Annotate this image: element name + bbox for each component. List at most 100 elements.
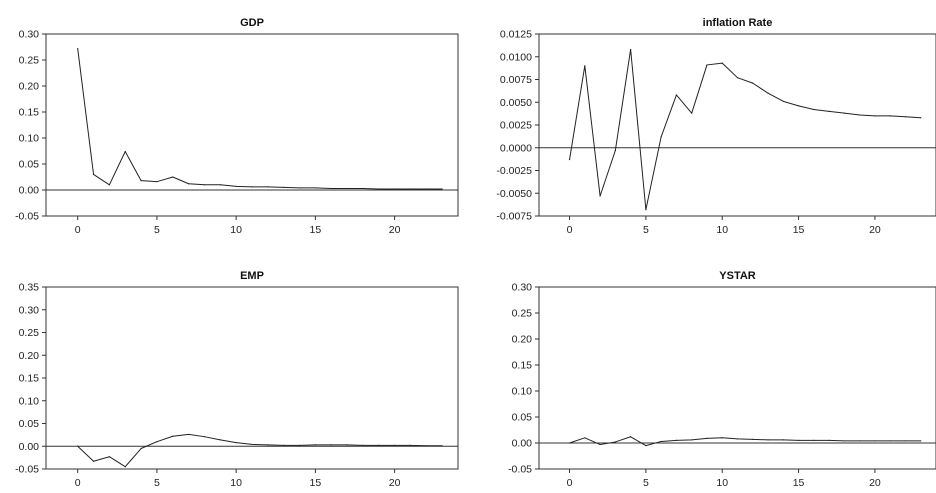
data-point <box>203 184 206 186</box>
data-point <box>645 445 647 447</box>
data-point <box>752 438 754 440</box>
data-point <box>283 444 285 446</box>
y-tick-label: 0.0025 <box>500 120 532 132</box>
data-point <box>691 439 693 441</box>
data-point <box>675 439 678 441</box>
data-point <box>782 100 784 102</box>
data-point <box>568 442 571 444</box>
x-tick-label: 20 <box>869 477 881 489</box>
y-tick-label: 0.0125 <box>500 29 532 41</box>
data-point <box>752 82 754 84</box>
data-point <box>314 444 316 446</box>
y-tick-label: 0.35 <box>19 282 40 294</box>
data-point <box>425 188 427 190</box>
data-point <box>235 185 237 187</box>
x-tick-label: 15 <box>310 477 322 489</box>
data-point <box>904 440 907 442</box>
x-tick-label: 10 <box>716 224 728 236</box>
chart-panel-4: YSTAR 0.30 0.25 0.20 0.15 0.10 0.05 0.00 -0.05 0 5… <box>508 270 936 489</box>
data-point <box>77 445 79 447</box>
y-tick-label: 0.05 <box>19 159 40 171</box>
data-point <box>172 435 174 437</box>
x-tick-label: 15 <box>793 224 805 236</box>
y-tick-label: 0.20 <box>19 350 40 362</box>
plot-frame <box>538 33 936 217</box>
y-tick-label: 0.25 <box>19 327 40 339</box>
data-point <box>251 443 253 446</box>
data-point <box>645 209 647 211</box>
data-point <box>828 110 830 112</box>
y-tick-label: 0.20 <box>512 334 533 346</box>
data-point <box>330 444 332 446</box>
data-point <box>736 77 739 79</box>
data-point <box>409 188 412 190</box>
y-tick-label: 0.30 <box>512 282 533 294</box>
y-tick-label: -0.05 <box>15 211 39 223</box>
data-point <box>843 112 845 114</box>
data-point <box>362 187 364 190</box>
y-tick-label: 0.25 <box>19 55 40 67</box>
data-point <box>140 180 142 182</box>
x-tick-label: 20 <box>389 477 401 489</box>
data-point <box>330 187 332 190</box>
data-point <box>251 186 253 188</box>
data-point <box>394 444 396 446</box>
data-point <box>188 433 190 436</box>
y-tick-label: 0.05 <box>512 412 533 424</box>
y-tick-label: 0.15 <box>512 360 533 372</box>
data-point <box>767 92 769 94</box>
y-tick-label: 0.10 <box>512 386 533 398</box>
data-point <box>874 440 876 442</box>
data-point <box>568 158 571 161</box>
chart-panel-3: EMP 0.35 0.30 0.25 0.20 0.15 0.10 0.05 0.00 -0.05… <box>15 270 459 489</box>
x-tick-label: 15 <box>793 477 805 489</box>
data-point <box>904 116 907 118</box>
data-point <box>721 437 723 439</box>
data-point <box>614 441 616 443</box>
x-tick-label: 0 <box>567 224 573 236</box>
data-point <box>889 440 891 442</box>
data-point <box>188 183 190 185</box>
y-tick-label: 0.20 <box>19 81 40 93</box>
x-tick-label: 0 <box>75 477 81 489</box>
data-point <box>706 437 708 439</box>
data-point <box>614 149 616 152</box>
y-tick-label: 0.10 <box>19 395 40 407</box>
x-tick-label: 15 <box>310 224 322 236</box>
y-tick-label: 0.25 <box>512 308 533 320</box>
chart-title: GDP <box>240 17 264 29</box>
y-tick-label: 0.0075 <box>500 74 532 86</box>
y-tick-label: 0.0050 <box>500 97 532 109</box>
x-tick-label: 5 <box>643 477 649 489</box>
data-point <box>797 105 800 107</box>
x-tick-label: 0 <box>567 477 573 489</box>
data-point <box>140 447 142 450</box>
data-point <box>124 150 126 153</box>
data-point <box>813 108 815 111</box>
data-point <box>267 444 269 446</box>
data-point <box>235 442 237 444</box>
chart-title: inflation Rate <box>703 17 773 29</box>
data-point <box>362 444 364 446</box>
data-point <box>378 188 380 190</box>
y-tick-label: 0.30 <box>19 29 40 41</box>
data-point <box>584 65 586 67</box>
x-tick-label: 0 <box>75 224 81 236</box>
data-point <box>92 173 95 175</box>
series-line-1 <box>77 48 443 190</box>
data-point <box>813 439 815 441</box>
data-point <box>630 48 632 51</box>
data-point <box>108 456 110 458</box>
data-point <box>298 444 301 446</box>
data-point <box>314 187 316 189</box>
data-point <box>630 436 632 438</box>
x-tick-label: 20 <box>389 224 401 236</box>
data-point <box>874 115 876 117</box>
data-point <box>584 437 586 439</box>
data-point <box>706 64 708 66</box>
data-point <box>394 188 396 190</box>
data-point <box>736 438 739 440</box>
x-tick-label: 10 <box>716 477 728 489</box>
data-point <box>828 439 830 441</box>
